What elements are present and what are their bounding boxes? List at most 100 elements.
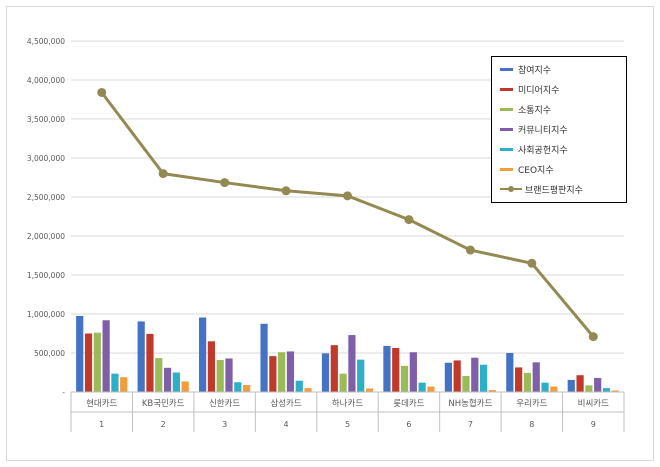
- bar: [409, 352, 417, 392]
- bar: [295, 380, 303, 392]
- y-tick-label: 2,000,000: [27, 232, 65, 241]
- line-point: [465, 245, 475, 255]
- x-tick-label: 우리카드: [516, 399, 547, 409]
- bar: [594, 377, 602, 392]
- legend-swatch: [500, 147, 513, 151]
- line-point: [97, 87, 107, 97]
- x-tick-number: 7: [468, 420, 473, 429]
- bar: [260, 323, 268, 392]
- x-tick-number: 8: [529, 420, 534, 429]
- bar: [400, 365, 409, 392]
- bar: [330, 345, 338, 392]
- bar: [348, 335, 356, 392]
- legend-item: 브랜드평판지수: [500, 181, 583, 197]
- legend-item: 소통지수: [500, 101, 551, 117]
- bar: [515, 367, 523, 392]
- x-tick-label: KB국민카드: [142, 398, 185, 409]
- bar: [471, 357, 479, 392]
- y-tick-label: 1,500,000: [27, 271, 65, 280]
- legend-label: 참여지수: [518, 65, 552, 76]
- legend-label: 소통지수: [518, 105, 552, 116]
- bar: [93, 332, 101, 392]
- bar: [163, 367, 172, 392]
- bar: [365, 388, 374, 392]
- line-point: [158, 169, 168, 179]
- legend-label: 미디어지수: [518, 85, 560, 96]
- legend-item: CEO지수: [500, 161, 554, 177]
- x-tick-number: 1: [99, 420, 104, 429]
- y-tick-label: 2,500,000: [27, 193, 65, 202]
- legend-swatch: [500, 186, 522, 192]
- bar: [462, 376, 470, 392]
- bar: [76, 315, 84, 392]
- bar: [357, 359, 365, 392]
- bar: [269, 356, 277, 392]
- bar: [321, 353, 330, 392]
- y-tick-label: 3,000,000: [27, 154, 65, 163]
- line-point: [404, 215, 414, 225]
- legend-swatch: [500, 67, 513, 71]
- bar: [602, 388, 611, 392]
- legend-item: 커뮤니티지수: [500, 121, 568, 137]
- bar: [84, 333, 93, 392]
- legend-item: 참여지수: [500, 61, 551, 77]
- x-tick-label: 롯데카드: [393, 399, 424, 409]
- legend-item: 사회공헌지수: [500, 141, 568, 157]
- x-tick-number: 9: [591, 420, 596, 429]
- legend-label: 커뮤니티지수: [518, 125, 568, 136]
- bar: [339, 373, 347, 392]
- bar: [102, 320, 110, 392]
- bar: [392, 347, 400, 392]
- x-tick-number: 3: [222, 420, 227, 429]
- bar: [444, 362, 452, 392]
- legend-label: 브랜드평판지수: [525, 185, 583, 196]
- bar: [304, 388, 312, 392]
- bar: [137, 321, 145, 392]
- bar: [243, 384, 251, 392]
- bar: [181, 381, 189, 392]
- y-tick-label: -: [62, 388, 65, 397]
- bar: [567, 379, 575, 392]
- bar: [172, 372, 180, 392]
- bar: [199, 317, 207, 392]
- y-tick-label: 3,500,000: [27, 115, 65, 124]
- bar: [541, 382, 549, 392]
- line-point: [527, 258, 537, 268]
- bar: [383, 345, 391, 392]
- x-tick-label: 하나카드: [332, 398, 363, 409]
- bar: [146, 333, 154, 392]
- bar: [453, 360, 461, 392]
- legend-swatch: [500, 167, 513, 171]
- x-tick-label: NH농협카드: [448, 398, 492, 409]
- line-point: [281, 186, 291, 196]
- legend-item: 미디어지수: [500, 81, 559, 97]
- legend-label: 사회공헌지수: [518, 145, 568, 156]
- line-point: [220, 178, 230, 188]
- x-tick-number: 5: [345, 420, 350, 429]
- bar: [155, 358, 163, 392]
- line-point: [343, 191, 352, 201]
- bar: [286, 351, 295, 392]
- legend-label: CEO지수: [518, 165, 554, 176]
- bar: [225, 358, 233, 392]
- x-tick-number: 6: [406, 420, 411, 429]
- bar: [611, 390, 619, 392]
- bar: [479, 364, 488, 392]
- bar: [120, 377, 128, 392]
- bar: [550, 386, 558, 392]
- y-tick-label: 1,000,000: [27, 310, 65, 319]
- bar: [278, 352, 286, 392]
- x-tick-label: 비씨카드: [578, 399, 609, 409]
- bar: [506, 353, 514, 392]
- legend-swatch: [500, 107, 513, 111]
- bar: [207, 341, 216, 392]
- x-tick-label: 삼성카드: [270, 398, 301, 409]
- bar: [576, 375, 584, 392]
- bar: [234, 382, 242, 392]
- x-tick-number: 2: [161, 420, 166, 429]
- legend-swatch: [500, 127, 513, 131]
- y-tick-label: 500,000: [34, 349, 65, 358]
- line-point: [588, 332, 598, 342]
- y-tick-label: 4,500,000: [27, 37, 65, 46]
